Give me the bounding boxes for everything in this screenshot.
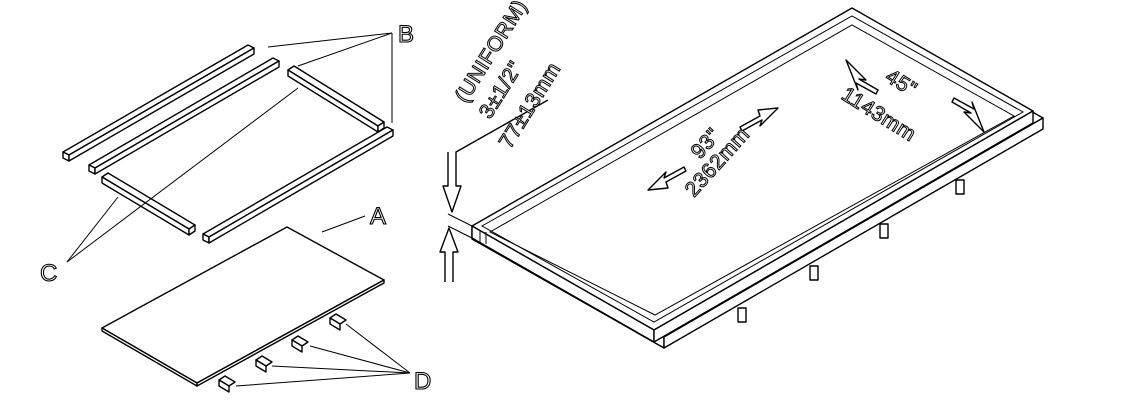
leader-lines-b: [267, 32, 393, 123]
length-dimension: [647, 107, 779, 191]
side-rail-middle: [88, 57, 280, 175]
callout-d: D: [414, 368, 431, 395]
side-rail-top: [62, 44, 255, 162]
leader-line-a: [321, 215, 366, 233]
callout-c: C: [40, 260, 57, 287]
end-rail-right: [287, 65, 385, 133]
side-rail-bottom: [202, 126, 394, 244]
bottom-sleepers: [218, 313, 347, 393]
assembled-pallet: [471, 7, 1044, 349]
width-dimension: [845, 59, 985, 133]
callout-a: A: [370, 203, 386, 230]
leader-lines-d: [235, 323, 411, 387]
callout-b: B: [398, 21, 414, 48]
height-dimension: [439, 99, 549, 282]
leader-lines-c: [66, 87, 299, 263]
deck-sheet: [101, 226, 385, 387]
